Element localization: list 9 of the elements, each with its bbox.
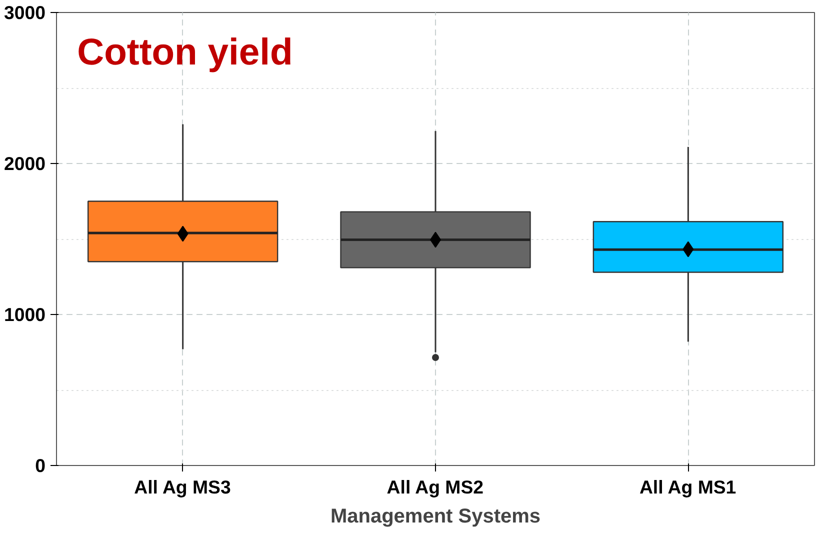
- text: Cotton yield: [77, 30, 293, 72]
- x-tick-label: All Ag MS1: [639, 476, 736, 498]
- y-tick-label: 3000: [4, 2, 46, 23]
- x-tick-label: All Ag MS2: [386, 476, 484, 498]
- x-axis-title: Management Systems: [330, 506, 541, 528]
- y-tick-label: 1000: [4, 304, 46, 325]
- x-tick-label: All Ag MS3: [134, 476, 231, 498]
- y-tick-label: 2000: [4, 153, 46, 174]
- y-tick-label: 0: [35, 455, 46, 476]
